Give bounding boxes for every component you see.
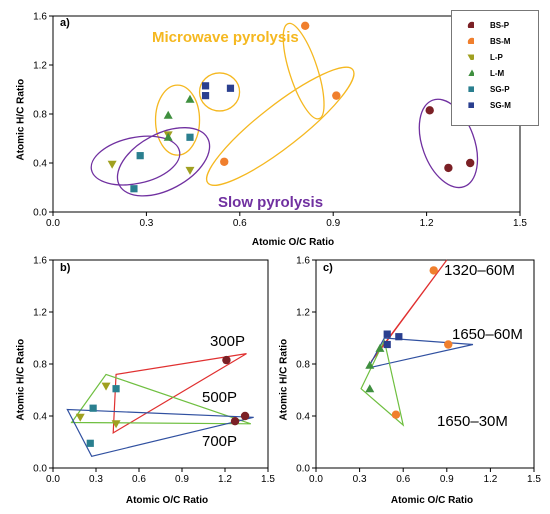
panel-b-xtick-label: 0.0 xyxy=(46,474,60,485)
panel-a-point-bs-p-3 xyxy=(465,158,475,168)
panel-b-point-l-p-1 xyxy=(75,413,85,422)
panel-a-ytick-label: 0.0 xyxy=(33,208,47,219)
microwave-ellipse-sgm xyxy=(198,72,241,112)
panel-a-plot: 0.0 0.3 0.6 0.9 1.2 1.5 0.0 0.4 0.8 1.2 1.6 xyxy=(33,12,527,230)
panel-c-xtick-label: 0.9 xyxy=(440,474,454,485)
panel-a-ytick-label: 1.2 xyxy=(33,61,47,72)
microwave-ellipse-lm xyxy=(154,84,201,156)
panel-c-triangle-1650–30M xyxy=(360,338,405,427)
panel-b-triangle-500P xyxy=(70,373,251,425)
panel-b-frame xyxy=(52,259,269,469)
panel-b-ytick-label: 0.0 xyxy=(33,464,47,475)
panel-c-xtick-label: 0.0 xyxy=(309,474,323,485)
slow-ellipse-lp-sgp-right xyxy=(116,127,211,197)
panel-a-point-bs-m-1 xyxy=(300,21,310,30)
panel-c-point-sg-m-3 xyxy=(395,333,403,341)
panel-a-point-bs-p-2 xyxy=(444,163,453,173)
microwave-ellipse-bsm-upper xyxy=(282,22,325,120)
panel-a-point-bs-p-1 xyxy=(425,106,434,115)
panel-c-point-bs-m-1 xyxy=(429,266,438,275)
panel-c-xtick-label: 0.6 xyxy=(396,474,410,485)
panel-c-point-l-m-1 xyxy=(365,360,375,369)
microwave-ellipse-bsm-lower xyxy=(205,66,355,186)
panel-c-ytick-label: 1.6 xyxy=(296,256,310,267)
panel-a-point-sg-m-3 xyxy=(226,84,235,92)
panel-a-xtick-label: 1.2 xyxy=(420,218,434,229)
panel-c-point-l-m-3 xyxy=(365,384,375,393)
panel-c-point-sg-m-1 xyxy=(383,330,391,338)
panel-c-point-bs-m-3 xyxy=(391,410,401,419)
panel-a-frame xyxy=(52,15,521,213)
panel-c-plot: 0.0 0.3 0.6 0.9 1.2 1.5 0.0 0.4 0.8 1.2 1.6 xyxy=(296,256,541,486)
panel-a-point-l-m-1 xyxy=(163,110,173,119)
panel-a-point-l-m-3 xyxy=(163,132,173,141)
panel-a-point-sg-p-1 xyxy=(136,152,144,160)
panel-a-point-bs-m-2 xyxy=(332,91,341,100)
panel-a-point-bs-m-3 xyxy=(220,157,229,166)
panel-a-ytick-label: 1.6 xyxy=(33,12,47,23)
panel-b-ytick-label: 1.2 xyxy=(33,308,47,319)
panel-b-point-l-p-2 xyxy=(101,382,111,391)
panel-a-ytick-label: 0.4 xyxy=(33,159,47,170)
slow-ellipse-bsp xyxy=(418,98,479,189)
panel-b-point-bs-p-1 xyxy=(222,355,231,365)
panel-b-xtick-label: 0.9 xyxy=(175,474,189,485)
panel-b-point-l-p-3 xyxy=(111,420,121,429)
slow-ellipse-lp-sgp-left xyxy=(90,135,181,186)
panel-a-point-l-m-2 xyxy=(185,94,195,103)
panel-c-ytick-label: 1.2 xyxy=(296,308,310,319)
panel-c-xtick-label: 1.2 xyxy=(483,474,497,485)
panel-b-xtick-label: 1.2 xyxy=(218,474,232,485)
panel-a-xtick-label: 0.3 xyxy=(139,218,153,229)
panel-c-ytick-label: 0.0 xyxy=(296,464,310,475)
panel-a-xtick-label: 0.9 xyxy=(326,218,340,229)
panel-b-xtick-label: 0.3 xyxy=(89,474,103,485)
panel-b-ytick-label: 0.8 xyxy=(33,360,47,371)
panel-c-triangle-1320–60M xyxy=(370,259,448,362)
panel-c-ytick-label: 0.4 xyxy=(296,412,310,423)
panel-b-triangle-300P xyxy=(112,353,247,434)
panel-c-frame xyxy=(315,259,535,469)
panel-a-point-l-p-1 xyxy=(107,160,117,169)
panel-b-ytick-label: 0.4 xyxy=(33,412,47,423)
panel-c-triangle-1650–60M xyxy=(367,337,474,369)
panel-b-point-bs-p-3 xyxy=(240,411,250,421)
panel-a-point-sg-m-2 xyxy=(201,92,210,100)
panel-a-xtick-label: 0.0 xyxy=(46,218,60,229)
panel-c-ytick-label: 0.8 xyxy=(296,360,310,371)
panel-b-ytick-label: 1.6 xyxy=(33,256,47,267)
panel-b-point-bs-p-2 xyxy=(230,417,240,426)
panel-c-xtick-label: 1.5 xyxy=(527,474,541,485)
panel-b-point-sg-p-2 xyxy=(86,439,94,447)
panel-c-xtick-label: 0.3 xyxy=(353,474,367,485)
panel-a-xtick-label: 0.6 xyxy=(233,218,247,229)
panel-b-xtick-label: 1.5 xyxy=(261,474,275,485)
panel-c-point-sg-m-2 xyxy=(383,340,391,349)
panel-a-point-l-p-3 xyxy=(185,166,195,175)
panel-b-plot: 0.0 0.3 0.6 0.9 1.2 1.5 0.0 0.4 0.8 1.2 1.6 xyxy=(33,256,275,486)
panel-a-ytick-label: 0.8 xyxy=(33,110,47,121)
panel-a-point-sg-p-3 xyxy=(186,133,194,141)
panel-c-point-l-m-2 xyxy=(375,343,385,352)
panel-a-xtick-label: 1.5 xyxy=(513,218,527,229)
panel-b-point-sg-p-1 xyxy=(89,404,97,412)
panel-a-point-sg-p-2 xyxy=(130,185,138,193)
panel-b-triangle-700P xyxy=(66,408,254,457)
panel-b-xtick-label: 0.6 xyxy=(132,474,146,485)
panel-a-point-sg-m-1 xyxy=(201,82,210,90)
panel-c-point-bs-m-2 xyxy=(444,340,453,349)
panel-b-point-sg-p-3 xyxy=(112,385,120,393)
